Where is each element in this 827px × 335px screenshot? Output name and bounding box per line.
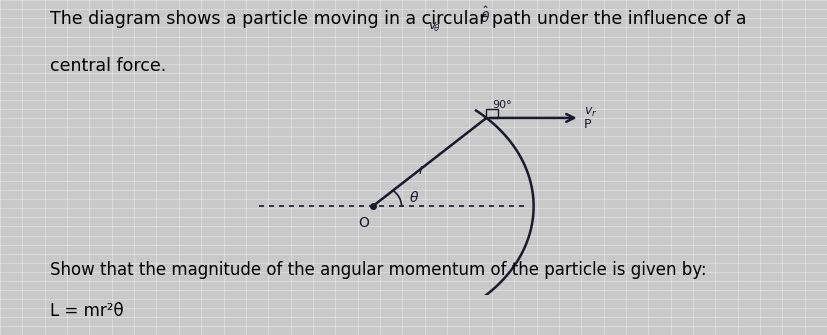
Text: θ: θ (409, 191, 418, 205)
Text: L = mr²θ̇: L = mr²θ̇ (50, 302, 123, 320)
Text: 90°: 90° (492, 100, 512, 110)
Text: central force.: central force. (50, 57, 165, 75)
Text: $\hat{\theta}$: $\hat{\theta}$ (480, 6, 490, 26)
Text: O: O (357, 216, 369, 230)
Text: r: r (418, 163, 423, 177)
Text: $v_{\!\theta}$: $v_{\!\theta}$ (428, 20, 441, 34)
Text: $v_r$: $v_r$ (583, 106, 596, 119)
Text: Show that the magnitude of the angular momentum of the particle is given by:: Show that the magnitude of the angular m… (50, 261, 705, 279)
Text: The diagram shows a particle moving in a circular path under the influence of a: The diagram shows a particle moving in a… (50, 10, 745, 28)
Text: P: P (583, 118, 590, 131)
